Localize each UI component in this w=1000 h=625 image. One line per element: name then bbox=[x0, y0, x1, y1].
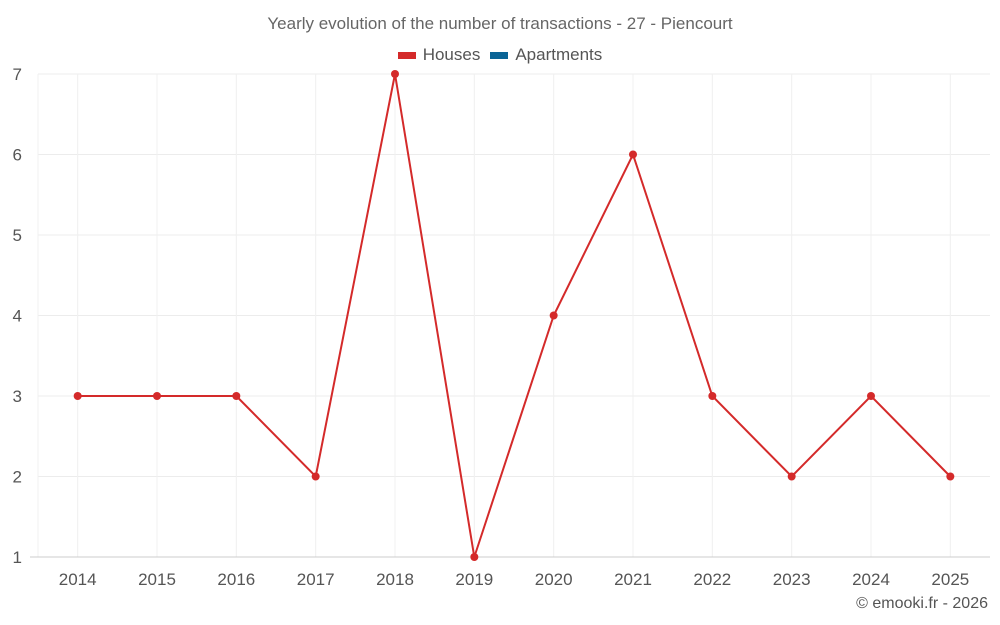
data-point-houses[interactable] bbox=[787, 472, 796, 481]
x-tick-label: 2023 bbox=[773, 570, 811, 589]
y-tick-label: 3 bbox=[13, 387, 22, 406]
y-tick-label: 5 bbox=[13, 226, 22, 245]
data-point-houses[interactable] bbox=[311, 472, 320, 481]
x-tick-label: 2015 bbox=[138, 570, 176, 589]
legend-item-houses[interactable]: Houses bbox=[397, 45, 481, 65]
x-tick-label: 2025 bbox=[931, 570, 969, 589]
legend: Houses Apartments bbox=[0, 45, 1000, 65]
data-point-houses[interactable] bbox=[73, 392, 82, 400]
x-tick-label: 2017 bbox=[297, 570, 335, 589]
data-point-houses[interactable] bbox=[708, 392, 717, 400]
axes: 1 2 3 4 5 6 7 2014 2015 2016 2017 2018 2019 2020 2021 2… bbox=[13, 65, 990, 589]
x-tick-label: 2022 bbox=[693, 570, 731, 589]
series-layer bbox=[73, 70, 955, 561]
x-tick-label: 2021 bbox=[614, 570, 652, 589]
chart-title: Yearly evolution of the number of transa… bbox=[267, 14, 733, 33]
data-point-houses[interactable] bbox=[232, 392, 241, 400]
legend-label-apartments: Apartments bbox=[515, 45, 603, 64]
x-tick-label: 2014 bbox=[59, 570, 97, 589]
data-point-houses[interactable] bbox=[946, 472, 955, 481]
data-point-houses[interactable] bbox=[867, 392, 875, 400]
grid bbox=[37, 73, 990, 557]
x-tick-label: 2016 bbox=[217, 570, 255, 589]
legend-label-houses: Houses bbox=[422, 45, 481, 64]
data-point-houses[interactable] bbox=[549, 311, 558, 320]
data-point-houses[interactable] bbox=[629, 150, 637, 159]
legend-swatch-apartments bbox=[490, 51, 509, 59]
data-point-houses[interactable] bbox=[391, 70, 399, 78]
y-tick-label: 6 bbox=[13, 146, 22, 165]
data-point-houses[interactable] bbox=[153, 392, 161, 400]
y-tick-label: 2 bbox=[13, 468, 22, 487]
y-tick-label: 7 bbox=[13, 65, 22, 84]
series-line-houses bbox=[77, 73, 952, 558]
y-tick-label: 4 bbox=[13, 307, 22, 326]
legend-item-apartments[interactable]: Apartments bbox=[490, 45, 602, 65]
legend-swatch-houses bbox=[397, 51, 416, 59]
x-tick-label: 2019 bbox=[455, 570, 493, 589]
x-tick-label: 2020 bbox=[535, 570, 573, 589]
data-point-houses[interactable] bbox=[470, 553, 479, 561]
credit-text: © emooki.fr - 2026 bbox=[856, 595, 988, 612]
x-tick-label: 2024 bbox=[852, 570, 890, 589]
y-tick-label: 1 bbox=[13, 548, 22, 567]
x-tick-label: 2018 bbox=[376, 570, 414, 589]
